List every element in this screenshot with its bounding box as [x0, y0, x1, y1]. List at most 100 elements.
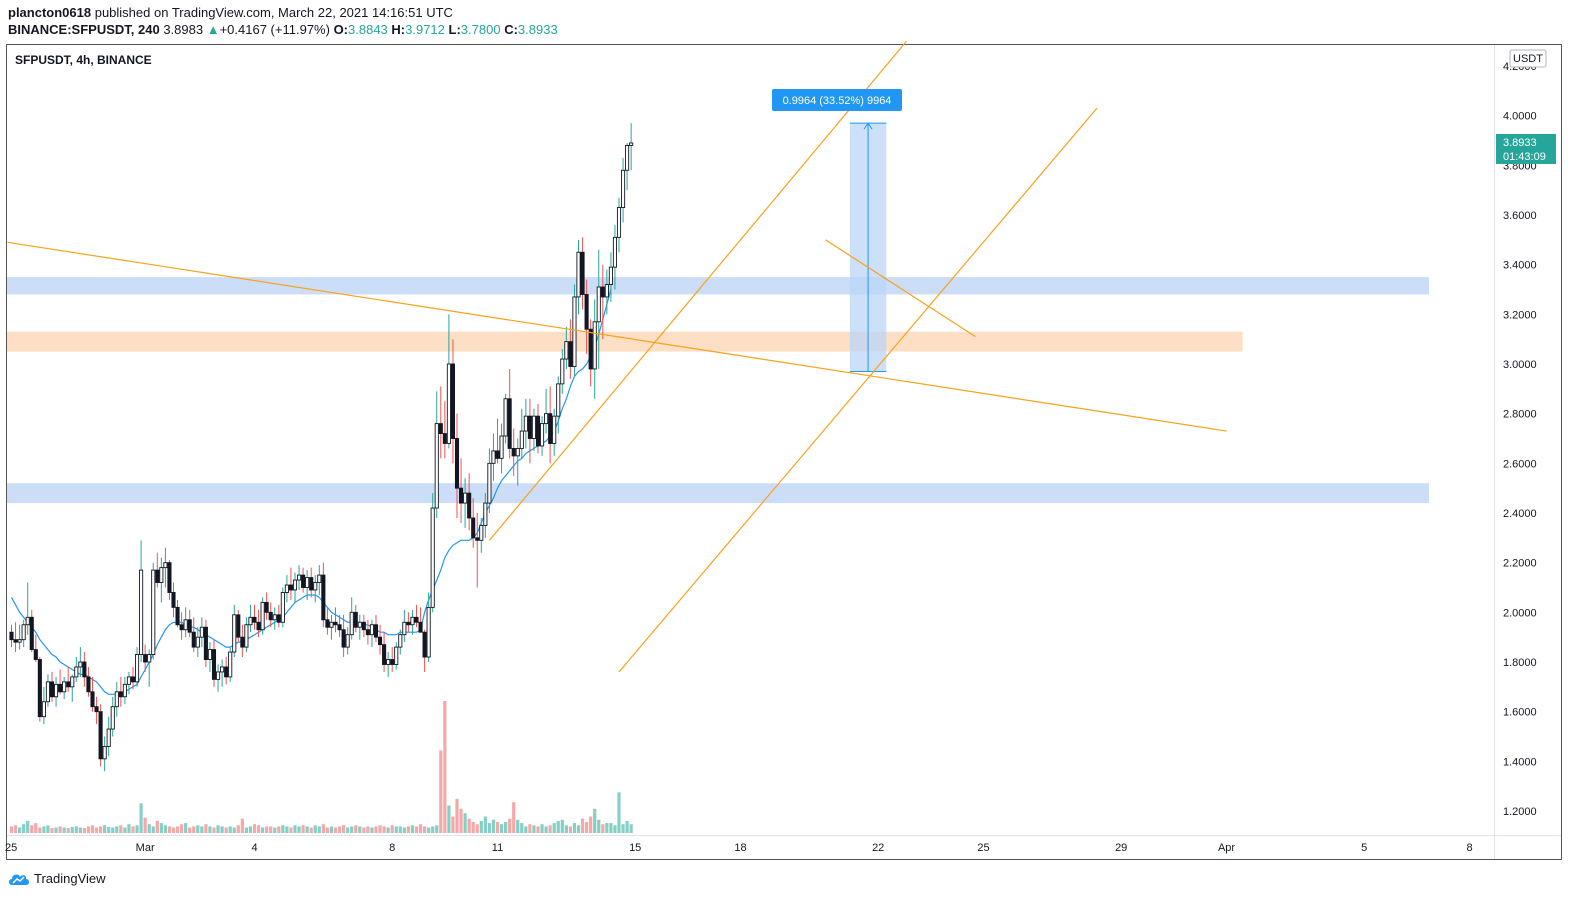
candle-body [483, 502, 488, 526]
candle-body [272, 614, 277, 621]
price-tick-label: 1.2000 [1503, 806, 1537, 818]
candle-body [284, 584, 289, 593]
currency-badge[interactable] [1509, 49, 1547, 68]
volume-bar [544, 826, 548, 833]
candle-body [519, 430, 524, 449]
volume-bar [175, 826, 180, 833]
candle-body [467, 492, 472, 519]
candle-body [78, 661, 83, 668]
time-axis[interactable]: 25 Mar 4 8 11 15 18 22 25 29 Apr 5 8 [5, 842, 1473, 854]
candle-body [151, 569, 156, 655]
volume-bar [228, 826, 232, 833]
candle-body [580, 251, 585, 295]
candle-body [66, 681, 71, 688]
candle-body [588, 328, 593, 370]
trendline[interactable] [488, 40, 908, 541]
candle-body [540, 423, 545, 447]
candle-body [21, 624, 26, 641]
candle [556, 376, 561, 434]
candle [49, 671, 55, 702]
candle-body [349, 611, 354, 636]
volume-bar [30, 825, 34, 833]
price-axis[interactable]: 1.2000 1.4000 1.6000 1.8000 2.0000 2.2000 2.40… [1503, 61, 1537, 818]
volume-bar [609, 823, 613, 833]
close-label: C: [504, 22, 518, 37]
candle-body [45, 681, 50, 703]
volume-bar [261, 827, 265, 833]
candle [13, 622, 18, 653]
trendline[interactable] [618, 107, 1098, 673]
price-tick-label: 3.2000 [1503, 309, 1537, 321]
price-tick-label: 2.6000 [1503, 458, 1537, 470]
candle [118, 676, 123, 707]
trendlines-layer[interactable] [7, 40, 1227, 673]
volume-bar [508, 818, 512, 833]
candle [552, 408, 557, 456]
candle [398, 629, 403, 655]
candle [130, 666, 136, 690]
candle [446, 314, 451, 449]
high-label: H: [391, 22, 406, 37]
candle [365, 619, 370, 645]
volume-bar [317, 826, 321, 833]
last-price-tag-value: 3.8933 [1503, 137, 1537, 149]
candle [333, 607, 338, 633]
candle [454, 413, 460, 518]
candle [151, 562, 156, 660]
candle [483, 493, 488, 538]
volume-bar [50, 828, 54, 833]
candle [110, 696, 115, 737]
candle [183, 607, 188, 638]
zones-layer [7, 277, 1429, 504]
candle [544, 388, 549, 434]
volume-bar [220, 826, 224, 833]
candle [126, 671, 131, 695]
candle [471, 498, 476, 548]
volume-bar [427, 827, 431, 833]
candle-body [333, 621, 338, 626]
low-value: 3.7800 [460, 22, 501, 37]
volume-bar [528, 824, 532, 833]
volume-bar [196, 825, 200, 833]
currency-badge-label: USDT [1513, 53, 1543, 65]
candle [382, 632, 387, 672]
candle [203, 619, 208, 667]
candle [175, 599, 180, 628]
volume-bar [589, 816, 593, 833]
time-tick-label: 18 [734, 842, 746, 854]
candle [25, 582, 30, 635]
volume-bar [613, 825, 617, 833]
volume-bar [66, 828, 70, 833]
volume-bar [431, 826, 435, 833]
trendline[interactable] [825, 239, 976, 338]
volume-bar [240, 818, 244, 833]
candle-body [248, 616, 253, 626]
candle-body [378, 636, 383, 646]
candle [292, 572, 298, 603]
candle-body [612, 236, 617, 268]
candle [503, 393, 508, 444]
trendline[interactable] [7, 241, 1227, 432]
tradingview-brand[interactable]: TradingView [8, 871, 106, 886]
volume-bar [131, 826, 135, 833]
volume-bar [184, 823, 188, 833]
candle [499, 423, 504, 474]
volume-bar [483, 816, 487, 833]
volume-bar [564, 825, 568, 833]
change-arrow-icon: ▲ [206, 22, 220, 37]
candle [167, 560, 172, 600]
volume-bar [548, 825, 552, 833]
author-name[interactable]: plancton0618 [8, 5, 92, 20]
candle [378, 624, 383, 655]
candle-body [305, 577, 310, 588]
candle-body [604, 284, 609, 298]
time-tick-label: Apr [1218, 842, 1235, 854]
volume-bar [605, 823, 609, 833]
candle [519, 408, 524, 459]
candles-layer [9, 123, 634, 772]
candle-body [37, 659, 42, 718]
candle [523, 398, 528, 449]
candle-body [616, 207, 622, 238]
high-value: 3.9712 [405, 22, 445, 37]
